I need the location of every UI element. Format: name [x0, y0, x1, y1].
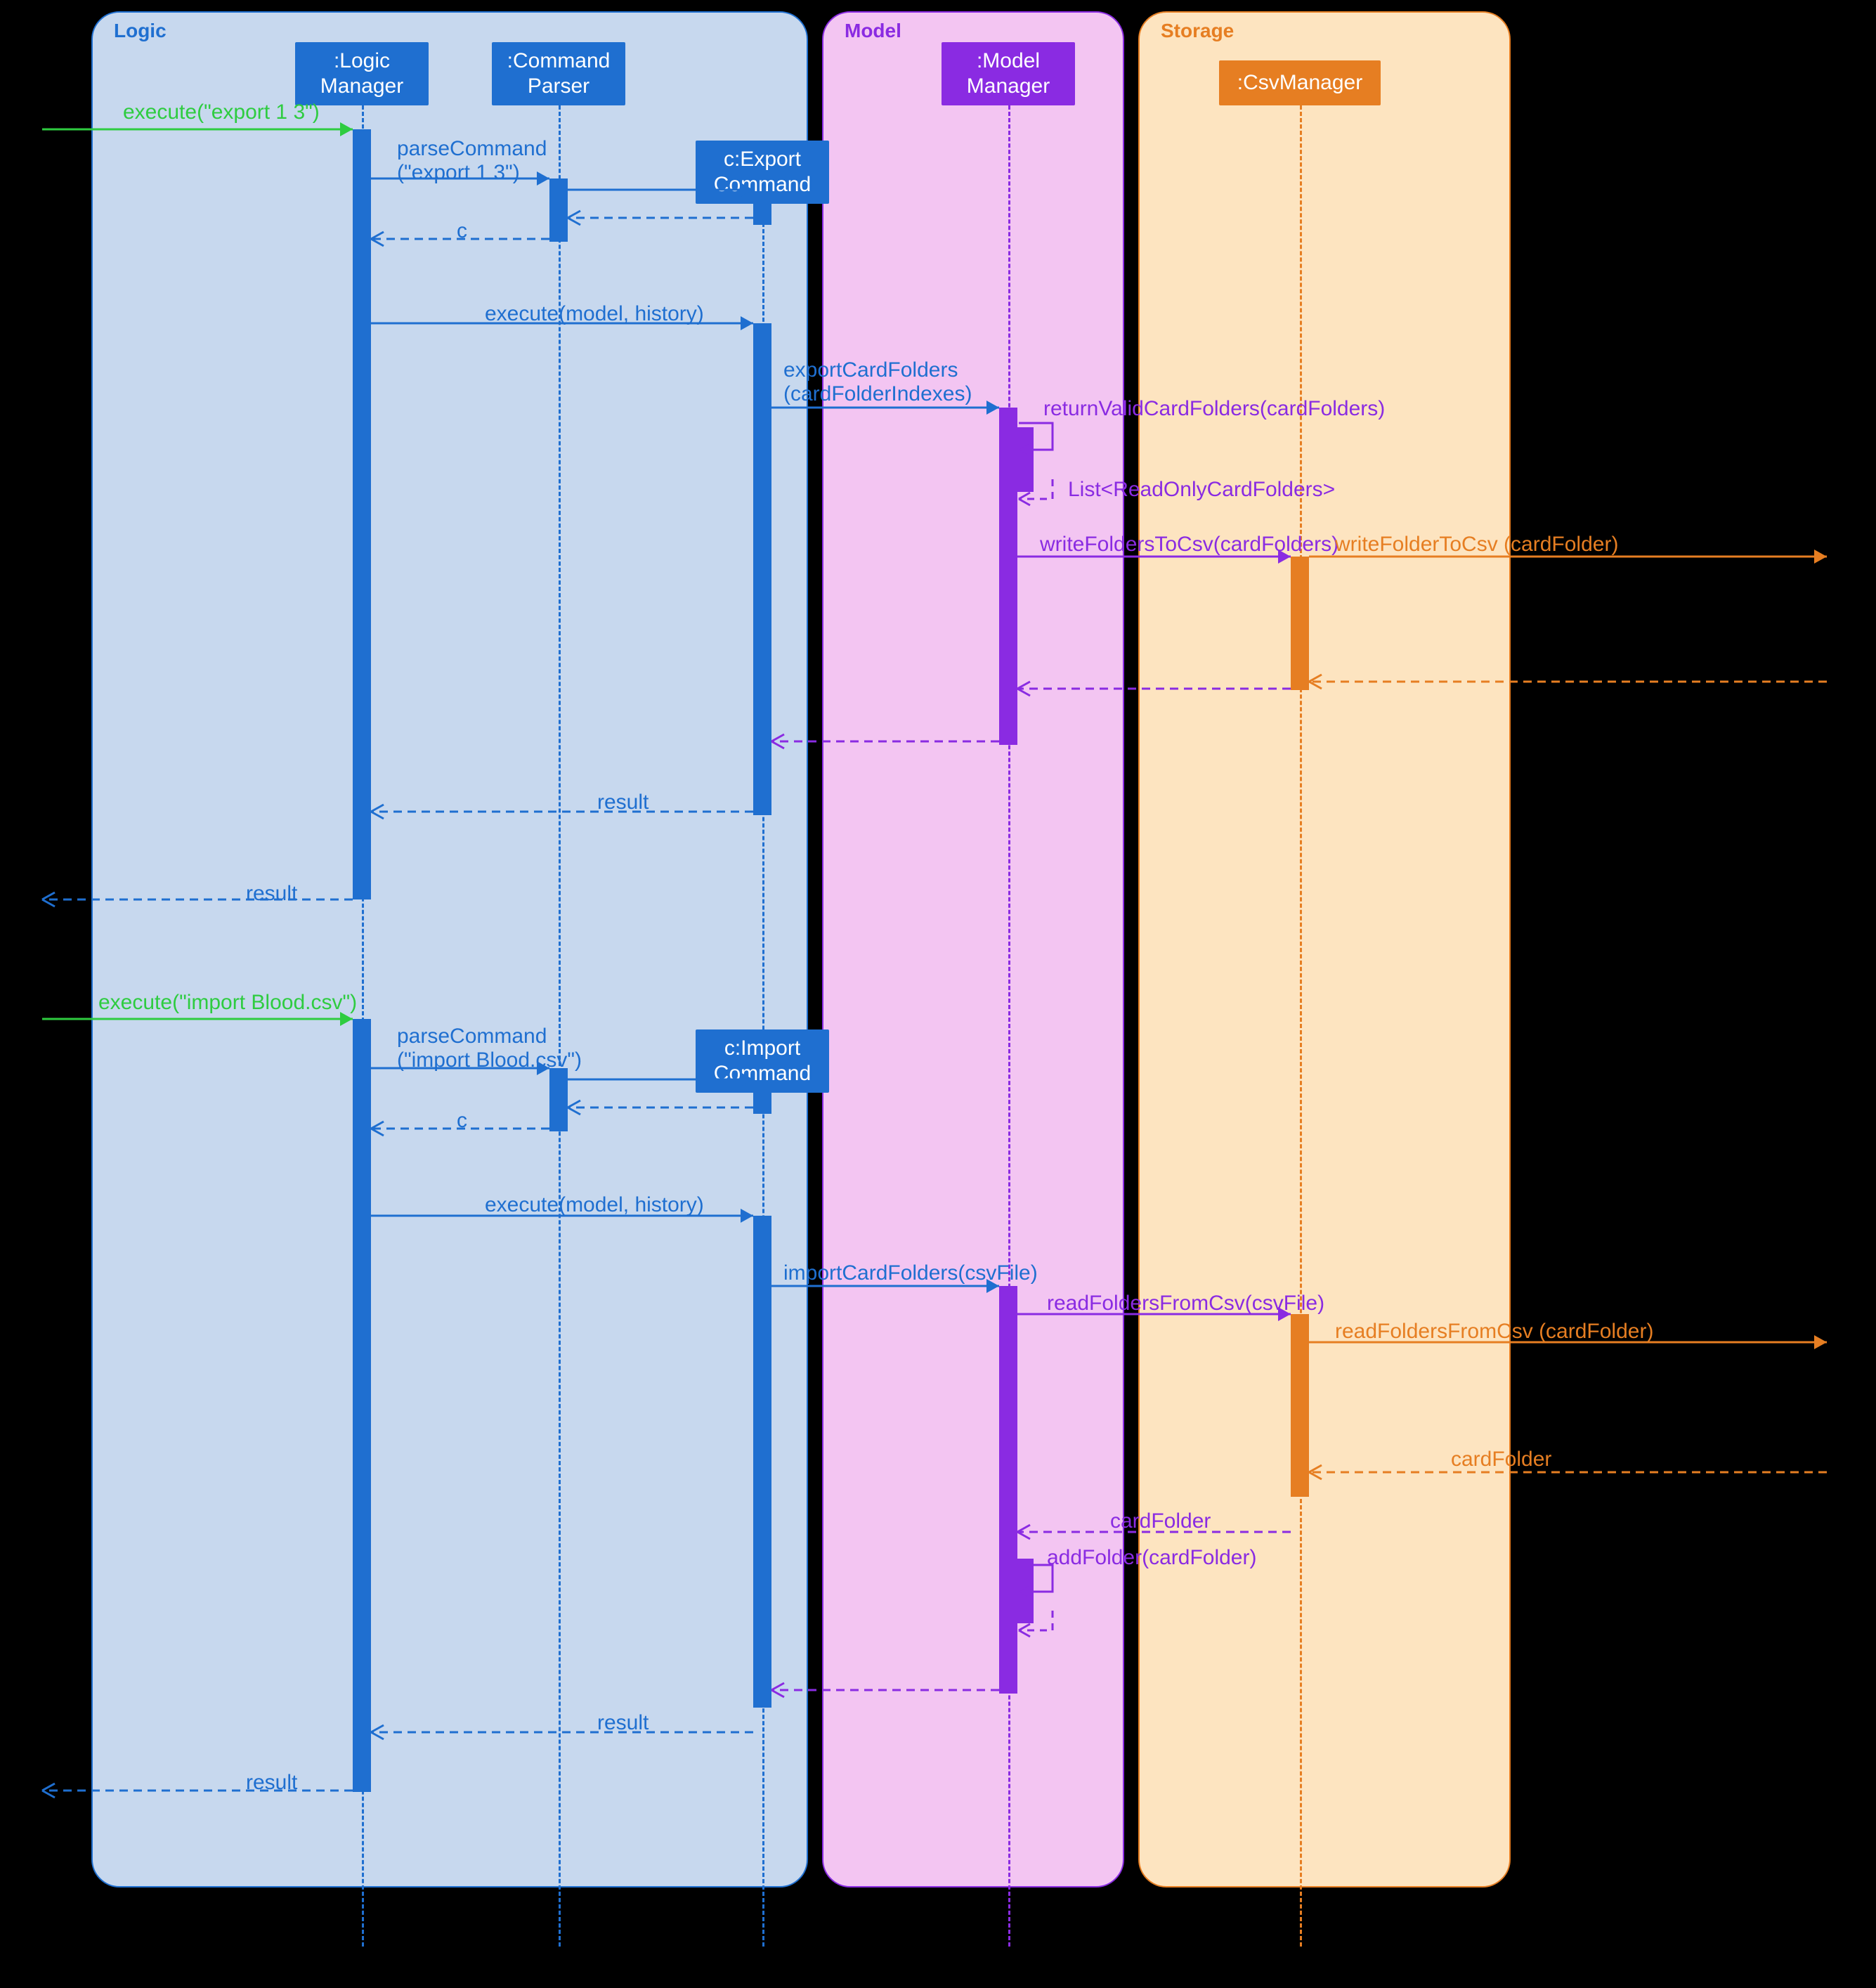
- frame-logic: Logic: [91, 11, 808, 1888]
- message-label: exportCardFolders (cardFolderIndexes): [783, 358, 972, 406]
- frame-label-logic: Logic: [114, 20, 167, 42]
- participant-exportCmd: c:ExportCommand: [696, 141, 829, 204]
- message-label: result: [246, 1771, 297, 1795]
- participant-label: :CsvManager: [1237, 70, 1362, 96]
- message-label: readFoldersFromCsv(csvFile): [1047, 1292, 1324, 1315]
- message-label: result: [597, 791, 649, 814]
- activation-cmdParser: [549, 1068, 568, 1131]
- participant-label: :Logic: [334, 48, 390, 74]
- message-label: c: [457, 1109, 467, 1133]
- participant-label: Command: [714, 172, 811, 197]
- participant-cmdParser: :CommandParser: [492, 42, 625, 105]
- sequence-diagram: LogicModelStorage:LogicManager:CommandPa…: [0, 0, 1876, 1988]
- message-label: returnValidCardFolders(cardFolders): [1043, 397, 1385, 421]
- activation-modelMgr: [999, 1286, 1017, 1694]
- message-label: List<ReadOnlyCardFolders>: [1068, 478, 1335, 502]
- activation-exportCmd: [753, 204, 771, 225]
- participant-csvMgr: :CsvManager: [1219, 60, 1381, 105]
- frame-label-storage: Storage: [1161, 20, 1234, 42]
- participant-label: Command: [714, 1061, 811, 1086]
- frame-label-model: Model: [845, 20, 901, 42]
- participant-label: Manager: [967, 74, 1050, 99]
- activation-exportCmd: [753, 323, 771, 815]
- activation-cmdParser: [549, 178, 568, 242]
- message-label: writeFoldersToCsv(cardFolders): [1040, 533, 1338, 557]
- message-label: writeFolderToCsv (cardFolder): [1335, 533, 1618, 557]
- activation-logicMgr: [353, 129, 371, 899]
- message-label: result: [597, 1711, 649, 1735]
- message-label: c: [457, 219, 467, 243]
- message-label: parseCommand ("import Blood.csv"): [397, 1025, 582, 1072]
- activation-exportCmd: [753, 1093, 771, 1114]
- participant-label: c:Export: [724, 147, 801, 172]
- participant-modelMgr: :ModelManager: [942, 42, 1075, 105]
- activation-csvMgr: [1291, 557, 1309, 690]
- participant-label: Manager: [320, 74, 403, 99]
- activation-exportCmd: [753, 1216, 771, 1708]
- message-label: execute("export 1 3"): [123, 100, 320, 124]
- participant-importCmd: c:ImportCommand: [696, 1029, 829, 1093]
- message-label: parseCommand ("export 1 3"): [397, 137, 547, 185]
- message-label: cardFolder: [1110, 1509, 1211, 1533]
- frame-model: Model: [822, 11, 1124, 1888]
- message-label: execute("import Blood.csv"): [98, 991, 357, 1015]
- message-label: addFolder(cardFolder): [1047, 1546, 1256, 1570]
- participant-logicMgr: :LogicManager: [295, 42, 429, 105]
- participant-label: :Command: [507, 48, 611, 74]
- participant-label: :Model: [977, 48, 1040, 74]
- message-label: execute(model, history): [485, 302, 704, 326]
- participant-label: c:Import: [724, 1036, 800, 1061]
- message-label: readFoldersFromCsv (cardFolder): [1335, 1320, 1653, 1344]
- activation-modelMgr: [1015, 1559, 1034, 1623]
- message-label: cardFolder: [1451, 1448, 1551, 1471]
- activation-modelMgr: [1015, 427, 1034, 492]
- message-label: importCardFolders(csvFile): [783, 1261, 1038, 1285]
- lifeline-csvMgr: [1300, 105, 1302, 1947]
- activation-csvMgr: [1291, 1314, 1309, 1497]
- participant-label: Parser: [528, 74, 589, 99]
- activation-logicMgr: [353, 1019, 371, 1792]
- message-label: execute(model, history): [485, 1193, 704, 1217]
- frame-storage: Storage: [1138, 11, 1511, 1888]
- message-label: result: [246, 882, 297, 906]
